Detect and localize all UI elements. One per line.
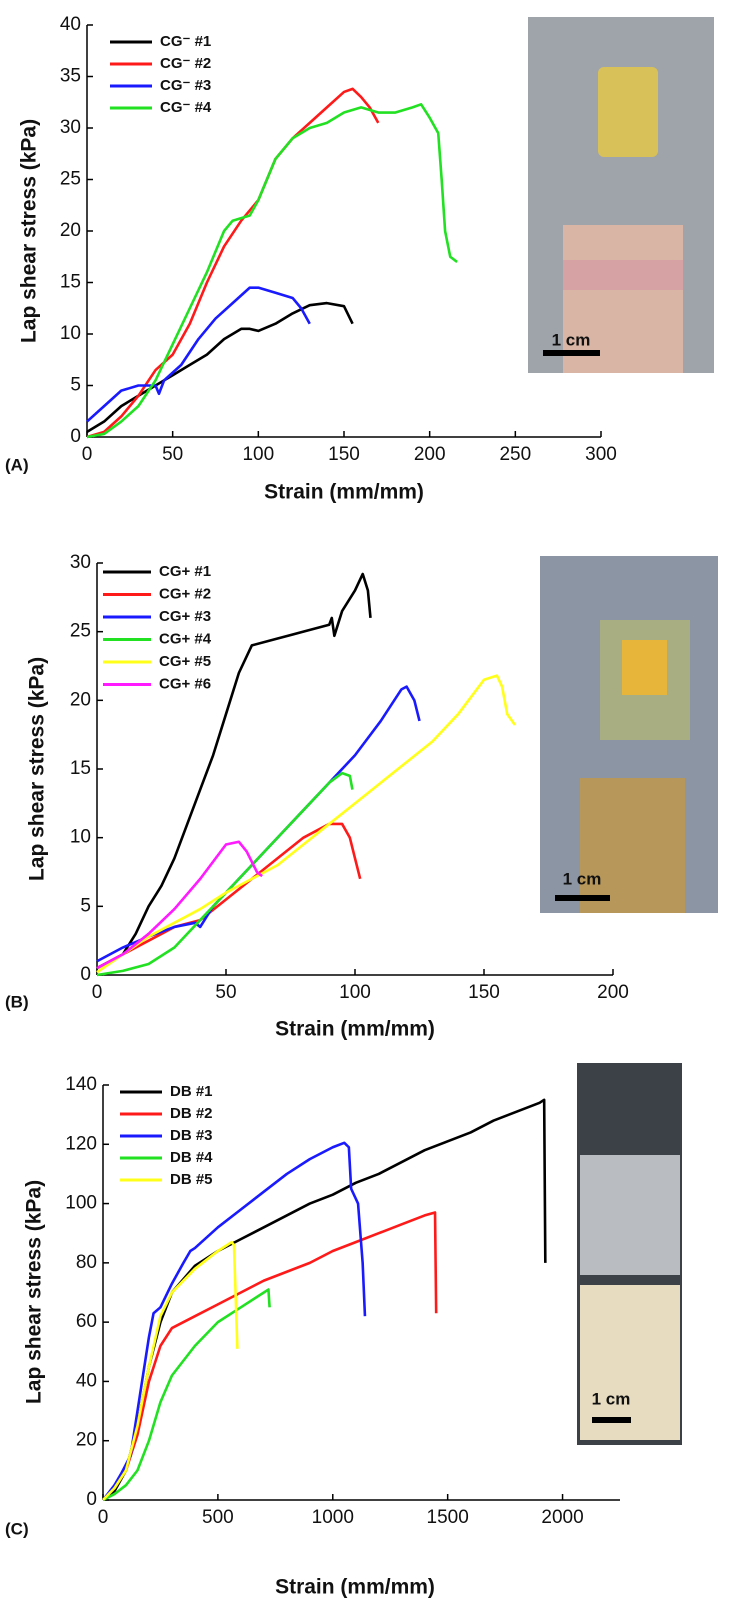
y-tick-label: 0 <box>86 1489 97 1510</box>
figure: 0510152025303540050100150200250300Strain… <box>0 0 733 1600</box>
photo-sample <box>580 778 685 913</box>
data-line <box>87 303 353 432</box>
data-line <box>97 574 370 968</box>
x-tick-label: 250 <box>499 444 531 465</box>
photo-sample <box>580 1155 680 1275</box>
legend-label: DB #1 <box>170 1083 213 1100</box>
y-tick-label: 5 <box>80 895 91 916</box>
photo-sample <box>598 67 658 157</box>
y-tick-label: 60 <box>76 1311 97 1332</box>
photo-sample <box>580 1285 680 1440</box>
scale-bar <box>592 1417 631 1423</box>
y-tick-label: 20 <box>70 689 91 710</box>
y-tick-label: 30 <box>70 552 91 573</box>
y-tick-label: 10 <box>70 827 91 848</box>
legend-label: DB #3 <box>170 1127 213 1144</box>
x-tick-label: 50 <box>162 444 183 465</box>
scale-bar-label: 1 cm <box>592 1389 631 1408</box>
y-tick-label: 120 <box>65 1133 97 1154</box>
x-tick-label: 1000 <box>312 1507 354 1528</box>
x-tick-label: 50 <box>215 982 236 1003</box>
x-tick-label: 0 <box>82 444 93 465</box>
scale-bar <box>543 350 600 356</box>
legend-label: DB #5 <box>170 1171 213 1188</box>
data-line <box>87 89 378 437</box>
y-tick-label: 25 <box>70 621 91 642</box>
legend-label: CG+ #3 <box>159 608 211 625</box>
panel-label: (C) <box>5 1519 29 1538</box>
y-tick-label: 20 <box>76 1430 97 1451</box>
x-tick-label: 500 <box>202 1507 234 1528</box>
x-tick-label: 150 <box>468 982 500 1003</box>
y-tick-label: 140 <box>65 1074 97 1095</box>
legend-label: CG+ #1 <box>159 563 211 580</box>
data-line <box>87 104 457 437</box>
x-tick-label: 0 <box>98 1507 109 1528</box>
data-line <box>97 687 420 962</box>
y-tick-label: 10 <box>60 323 81 344</box>
y-tick-label: 15 <box>60 272 81 293</box>
data-line <box>103 1242 237 1500</box>
scale-bar-label: 1 cm <box>552 330 591 349</box>
x-tick-label: 0 <box>92 982 103 1003</box>
x-tick-label: 100 <box>339 982 371 1003</box>
x-tick-label: 1500 <box>427 1507 469 1528</box>
y-axis-title: Lap shear stress (kPa) <box>18 119 41 343</box>
x-tick-label: 2000 <box>541 1507 583 1528</box>
x-tick-label: 200 <box>597 982 629 1003</box>
legend-label: CG⁻ #2 <box>160 55 211 72</box>
x-tick-label: 300 <box>585 444 617 465</box>
legend-label: DB #4 <box>170 1149 213 1166</box>
panel-label: (B) <box>5 992 29 1011</box>
x-axis-title: Strain (mm/mm) <box>264 481 424 504</box>
y-tick-label: 40 <box>60 14 81 35</box>
data-line <box>97 676 515 973</box>
legend-label: CG⁻ #3 <box>160 77 211 94</box>
x-axis-title: Strain (mm/mm) <box>275 1576 435 1599</box>
photo-sample <box>622 640 667 695</box>
y-tick-label: 80 <box>76 1252 97 1273</box>
x-tick-label: 150 <box>328 444 360 465</box>
panel-label: (A) <box>5 455 29 474</box>
legend-label: DB #2 <box>170 1105 213 1122</box>
y-tick-label: 0 <box>70 426 81 447</box>
y-tick-label: 30 <box>60 117 81 138</box>
y-tick-label: 0 <box>80 964 91 985</box>
y-tick-label: 40 <box>76 1370 97 1391</box>
data-line <box>87 288 310 422</box>
scale-bar-label: 1 cm <box>563 869 602 888</box>
y-tick-label: 15 <box>70 758 91 779</box>
y-tick-label: 25 <box>60 169 81 190</box>
y-axis-title: Lap shear stress (kPa) <box>26 657 49 881</box>
photo-sample <box>563 260 683 290</box>
legend-label: CG+ #5 <box>159 653 211 670</box>
y-tick-label: 100 <box>65 1193 97 1214</box>
x-tick-label: 200 <box>414 444 446 465</box>
legend-label: CG+ #6 <box>159 675 211 692</box>
scale-bar <box>555 895 610 901</box>
y-axis-title: Lap shear stress (kPa) <box>23 1180 46 1404</box>
y-tick-label: 5 <box>70 375 81 396</box>
legend-label: CG+ #4 <box>159 630 212 647</box>
legend-label: CG⁻ #4 <box>160 99 212 116</box>
legend-label: CG⁻ #1 <box>160 33 211 50</box>
y-tick-label: 35 <box>60 66 81 87</box>
x-axis-title: Strain (mm/mm) <box>275 1018 435 1041</box>
x-tick-label: 100 <box>242 444 274 465</box>
legend-label: CG+ #2 <box>159 585 211 602</box>
y-tick-label: 20 <box>60 220 81 241</box>
